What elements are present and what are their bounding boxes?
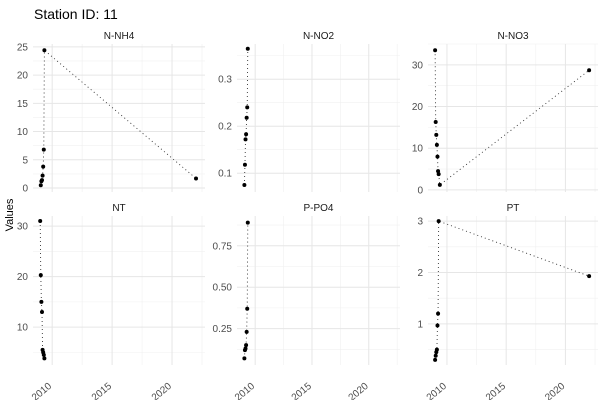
chart-title: Station ID: 11 — [34, 6, 118, 22]
data-point — [38, 183, 43, 188]
y-tick-label: 25 — [17, 42, 29, 53]
data-point — [243, 346, 248, 351]
y-tick-label: 10 — [17, 323, 29, 334]
data-point — [434, 347, 439, 352]
y-tick-label: 10 — [17, 127, 29, 138]
data-point — [245, 306, 250, 311]
data-point — [587, 68, 592, 73]
series-line — [434, 220, 590, 360]
x-tick-label: 2010 — [233, 381, 257, 400]
y-tick-label: 30 — [412, 60, 424, 71]
y-tick-label: 0 — [417, 185, 423, 196]
data-point — [242, 162, 247, 167]
data-point — [245, 46, 250, 51]
x-tick-label: 2010 — [425, 381, 449, 400]
x-tick-label: 2020 — [543, 381, 567, 400]
data-point — [434, 132, 439, 137]
facet-strip-label: N-NH4 — [104, 31, 135, 42]
y-tick-label: 0.25 — [213, 324, 233, 335]
y-tick-label: 0 — [22, 184, 28, 195]
data-point — [244, 132, 249, 137]
data-point — [39, 299, 44, 304]
y-tick-label: 5 — [22, 155, 28, 166]
y-tick-label: 20 — [17, 71, 29, 82]
data-point — [435, 154, 440, 159]
y-tick-label: 20 — [412, 102, 424, 113]
data-point — [433, 48, 438, 53]
series-line — [39, 221, 45, 359]
y-tick-label: 1 — [417, 319, 423, 330]
series-line — [243, 222, 249, 359]
y-tick-label: 2 — [417, 268, 423, 279]
facet-n-no2: N-NO2 0.1 0.2 0.3 — [218, 31, 400, 192]
data-point — [42, 48, 47, 53]
y-tick-label: 3 — [417, 217, 423, 228]
x-tick-label: 2015 — [290, 381, 314, 400]
data-point — [436, 219, 441, 224]
data-point — [39, 178, 44, 183]
y-axis-label: Values — [4, 198, 16, 231]
facet-strip-label: N-NO3 — [497, 31, 529, 42]
data-point — [437, 182, 442, 187]
data-point — [245, 220, 250, 225]
facet-strip-label: P-PO4 — [303, 203, 333, 214]
x-tick-label: 2015 — [484, 381, 508, 400]
data-point — [38, 273, 43, 278]
data-point — [40, 173, 45, 178]
data-point — [244, 343, 249, 348]
data-point — [41, 164, 46, 169]
y-tick-label: 30 — [17, 222, 29, 233]
data-point — [436, 172, 441, 177]
facet-strip-label: PT — [507, 203, 520, 214]
data-point — [242, 356, 247, 361]
data-point — [41, 352, 46, 357]
data-point — [39, 309, 44, 314]
data-point — [42, 356, 47, 361]
y-tick-label: 0.75 — [213, 241, 233, 252]
data-point — [41, 147, 46, 152]
facet-strip-label: NT — [112, 203, 125, 214]
data-point — [194, 176, 199, 181]
data-point — [433, 119, 438, 124]
y-tick-label: 0.50 — [213, 283, 233, 294]
facet-n-nh4: N-NH4 0 5 10 15 20 25 — [17, 31, 205, 195]
data-point — [244, 115, 249, 120]
data-point — [244, 329, 249, 334]
data-point — [243, 137, 248, 142]
y-tick-label: 20 — [17, 272, 29, 283]
y-tick-label: 0.2 — [218, 122, 232, 133]
data-point — [38, 219, 43, 224]
facet-p-po4: P-PO4 0.25 0.50 0.75 2010 2015 2020 — [213, 203, 400, 400]
data-point — [434, 142, 439, 147]
x-tick-label: 2020 — [150, 381, 174, 400]
y-tick-label: 10 — [412, 144, 424, 155]
x-tick-label: 2010 — [30, 381, 54, 400]
data-point — [245, 105, 250, 110]
y-tick-label: 0.1 — [218, 169, 232, 180]
facet-nt: NT 10 20 30 2010 2015 2020 — [17, 203, 205, 400]
y-tick-label: 0.3 — [218, 75, 232, 86]
data-point — [433, 357, 438, 362]
x-tick-label: 2015 — [90, 381, 114, 400]
data-point — [242, 182, 247, 187]
facet-strip-label: N-NO2 — [303, 31, 335, 42]
data-point — [436, 311, 441, 316]
data-point — [435, 323, 440, 328]
y-tick-label: 15 — [17, 99, 29, 110]
x-tick-label: 2020 — [347, 381, 371, 400]
data-point — [433, 353, 438, 358]
facet-n-no3: N-NO3 0 10 20 30 — [412, 31, 598, 196]
data-point — [587, 274, 592, 279]
series-line — [434, 50, 590, 186]
facet-pt: PT 1 2 3 2010 2015 2020 — [417, 203, 598, 400]
